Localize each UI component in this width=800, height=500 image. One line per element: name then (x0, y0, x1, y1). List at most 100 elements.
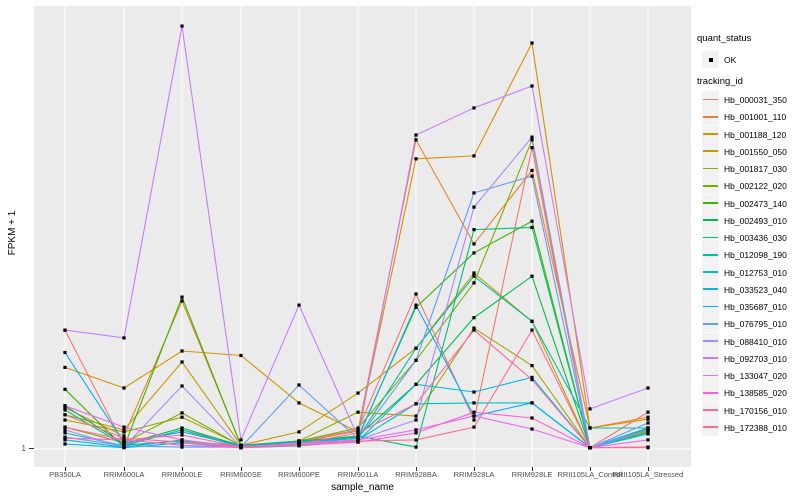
data-point (530, 168, 534, 172)
data-point (646, 428, 650, 432)
x-tick-mark (64, 467, 66, 471)
legend-item-label: Hb_002473_140 (724, 198, 787, 209)
x-tick-mark (531, 467, 533, 471)
data-point (530, 274, 534, 278)
legend-item-label: Hb_092703_010 (724, 353, 787, 364)
legend-item-label: Hb_012098_190 (724, 250, 787, 261)
legend-item-label: Hb_001001_110 (724, 112, 787, 123)
data-point (472, 242, 476, 246)
data-point (63, 406, 67, 410)
legend-panel: quant_status OK tracking_id Hb_000031_35… (696, 0, 800, 500)
legend-item-label: Hb_133047_020 (724, 371, 787, 381)
legend-color-swatch (702, 177, 719, 195)
data-point (239, 438, 243, 442)
data-point (472, 191, 476, 195)
data-point (63, 365, 67, 369)
legend-item-label: Hb_138585_020 (724, 388, 787, 399)
data-point (414, 138, 418, 142)
legend-item-label: Hb_172388_010 (724, 422, 787, 433)
x-tick-label-RRII105LA_Control: RRII105LA_Control (557, 470, 623, 479)
legend-color-swatch (702, 401, 719, 419)
data-point (180, 433, 184, 437)
legend-color-swatch (702, 367, 719, 384)
legend-color-swatch (702, 125, 719, 143)
data-point (63, 436, 67, 440)
x-tick-mark (181, 467, 183, 471)
data-point (588, 426, 592, 430)
legend-swatch-line (703, 357, 718, 360)
legend-swatch-line (703, 340, 718, 342)
x-tick-mark (357, 467, 359, 471)
data-point (472, 228, 476, 232)
data-point (472, 251, 476, 255)
legend-color-swatch (702, 91, 719, 108)
data-point (414, 414, 418, 418)
data-point (180, 438, 184, 442)
data-point (646, 386, 650, 390)
data-point (63, 438, 67, 442)
legend-swatch-line (703, 288, 718, 291)
data-point (414, 438, 418, 442)
data-point (472, 410, 476, 414)
legend-swatch-line (703, 391, 718, 394)
data-point (297, 443, 301, 447)
data-point (63, 404, 67, 408)
x-tick-mark (123, 467, 125, 471)
legend-color-swatch (702, 298, 719, 315)
data-point (414, 133, 418, 137)
legend-color-swatch (702, 280, 719, 298)
data-point (122, 336, 126, 340)
data-point (180, 430, 184, 434)
data-point (122, 434, 126, 438)
data-point (414, 305, 418, 309)
data-point (530, 416, 534, 420)
legend-item-label: Hb_002493_010 (724, 215, 787, 226)
x-tick-mark (240, 467, 242, 471)
legend-color-swatch (702, 229, 719, 246)
data-point (472, 274, 476, 278)
data-point (530, 225, 534, 229)
legend-swatch-line (703, 202, 718, 204)
x-tick-label-RRII105LA_Stressed: RRII105LA_Stressed (612, 470, 684, 479)
data-point (530, 319, 534, 323)
y-tick-mark (29, 448, 34, 449)
legend-color-swatch (702, 418, 719, 436)
data-point (180, 428, 184, 432)
data-point (472, 390, 476, 394)
legend-swatch-line (703, 426, 718, 429)
legend-swatch-line (703, 271, 718, 273)
data-point (356, 391, 360, 395)
data-point (472, 401, 476, 405)
data-point (414, 428, 418, 432)
x-tick-label-PB350LA: PB350LA (49, 470, 81, 479)
y-axis-title: FPKM + 1 (7, 210, 18, 256)
legend-item-label: Hb_002122_020 (724, 181, 787, 192)
x-tick-label-RRIM600PE: RRIM600PE (278, 470, 320, 479)
legend-item-label: Hb_035687_010 (724, 302, 787, 312)
x-tick-mark (589, 467, 591, 471)
legend-swatch-line (703, 253, 718, 256)
legend-swatch-line (703, 150, 718, 153)
y-tick-label: 1 (21, 444, 26, 453)
x-tick-mark (415, 467, 417, 471)
data-point (180, 360, 184, 364)
data-point (297, 401, 301, 405)
data-point (297, 303, 301, 307)
data-point (530, 375, 534, 379)
data-point (414, 303, 418, 307)
x-axis-title: sample_name (331, 482, 394, 493)
legend-swatch-line (703, 115, 718, 118)
data-point (646, 415, 650, 419)
legend-item-label: Hb_012753_010 (724, 267, 787, 278)
data-point (122, 438, 126, 442)
data-point (414, 292, 418, 296)
data-point (530, 401, 534, 405)
legend-swatch-line (703, 98, 718, 101)
legend-color-swatch (702, 384, 719, 402)
data-point (180, 443, 184, 447)
data-point (530, 135, 534, 139)
series-points-Hb_092703_010 (63, 24, 650, 442)
data-point (356, 431, 360, 435)
legend-color-swatch (702, 349, 719, 367)
legend-swatch-line (703, 167, 718, 170)
